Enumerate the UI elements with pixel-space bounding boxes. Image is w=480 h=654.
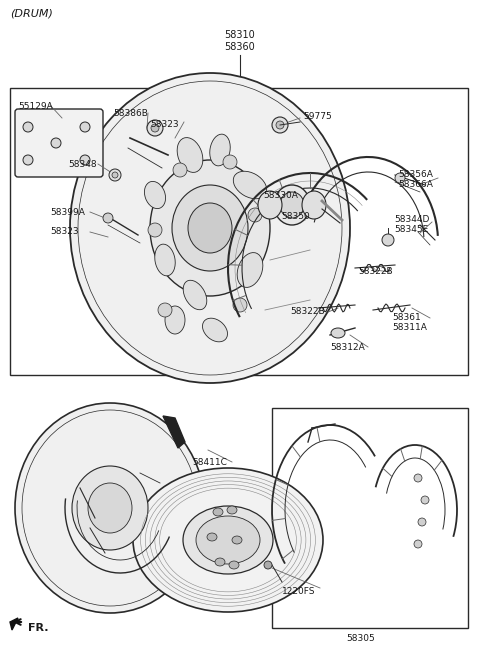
Text: (DRUM): (DRUM) <box>10 8 53 18</box>
Text: 58348: 58348 <box>68 160 96 169</box>
Ellipse shape <box>302 191 326 219</box>
Text: 59775: 59775 <box>303 112 332 121</box>
Ellipse shape <box>264 561 272 569</box>
Ellipse shape <box>112 172 118 178</box>
Ellipse shape <box>227 506 237 514</box>
FancyBboxPatch shape <box>15 109 103 177</box>
Ellipse shape <box>183 506 273 574</box>
Ellipse shape <box>232 536 242 544</box>
Text: 1220FS: 1220FS <box>282 587 315 596</box>
Text: FR.: FR. <box>28 623 48 633</box>
Text: 58361
58311A: 58361 58311A <box>392 313 427 332</box>
Ellipse shape <box>155 244 175 276</box>
Ellipse shape <box>274 185 310 225</box>
Ellipse shape <box>258 191 282 219</box>
Text: 58399A: 58399A <box>50 208 85 217</box>
Ellipse shape <box>80 155 90 165</box>
Ellipse shape <box>215 558 225 566</box>
Ellipse shape <box>158 303 172 317</box>
Ellipse shape <box>147 120 163 136</box>
Ellipse shape <box>109 169 121 181</box>
Ellipse shape <box>70 73 350 383</box>
Ellipse shape <box>418 518 426 526</box>
Ellipse shape <box>148 223 162 237</box>
Ellipse shape <box>103 213 113 223</box>
Ellipse shape <box>421 496 429 504</box>
Ellipse shape <box>382 234 394 246</box>
Text: 58310
58360: 58310 58360 <box>225 30 255 52</box>
Ellipse shape <box>72 466 148 550</box>
Ellipse shape <box>15 403 205 613</box>
Ellipse shape <box>133 468 323 612</box>
Ellipse shape <box>276 121 284 129</box>
Ellipse shape <box>237 252 263 287</box>
Text: 55129A: 55129A <box>18 102 53 111</box>
Ellipse shape <box>203 318 228 342</box>
Ellipse shape <box>173 163 187 177</box>
Ellipse shape <box>23 155 33 165</box>
Ellipse shape <box>23 122 33 132</box>
Ellipse shape <box>395 173 405 183</box>
Ellipse shape <box>229 561 239 569</box>
Ellipse shape <box>233 298 247 312</box>
Bar <box>272 408 468 628</box>
Ellipse shape <box>414 474 422 482</box>
Bar <box>10 88 468 375</box>
Polygon shape <box>163 416 185 448</box>
Ellipse shape <box>233 171 267 199</box>
Ellipse shape <box>51 138 61 148</box>
Ellipse shape <box>183 281 207 310</box>
Text: 58330A: 58330A <box>263 191 298 200</box>
Ellipse shape <box>88 483 132 533</box>
Ellipse shape <box>248 208 262 222</box>
Text: 58350: 58350 <box>281 212 310 221</box>
Ellipse shape <box>414 540 422 548</box>
Text: 58356A
58366A: 58356A 58366A <box>398 170 433 190</box>
Ellipse shape <box>172 185 248 271</box>
Ellipse shape <box>177 137 203 173</box>
Ellipse shape <box>196 516 260 564</box>
Ellipse shape <box>151 124 159 132</box>
Ellipse shape <box>207 533 217 541</box>
Ellipse shape <box>280 192 304 218</box>
Ellipse shape <box>150 160 270 296</box>
Ellipse shape <box>331 328 345 338</box>
Text: 58344D
58345E: 58344D 58345E <box>394 215 430 234</box>
Text: 58305: 58305 <box>346 634 375 643</box>
Text: 58322B: 58322B <box>358 267 393 276</box>
Text: 58386B: 58386B <box>113 109 148 118</box>
Text: 58411C: 58411C <box>192 458 227 467</box>
Ellipse shape <box>272 117 288 133</box>
Text: 58322B: 58322B <box>290 307 324 316</box>
Ellipse shape <box>165 306 185 334</box>
Ellipse shape <box>144 181 166 209</box>
Ellipse shape <box>80 122 90 132</box>
Text: 58323: 58323 <box>50 227 79 236</box>
Ellipse shape <box>188 203 232 253</box>
Polygon shape <box>10 618 18 630</box>
Ellipse shape <box>210 134 230 166</box>
Ellipse shape <box>223 155 237 169</box>
Ellipse shape <box>213 508 223 516</box>
Text: 58323: 58323 <box>150 120 179 129</box>
Text: 58312A: 58312A <box>330 343 365 352</box>
